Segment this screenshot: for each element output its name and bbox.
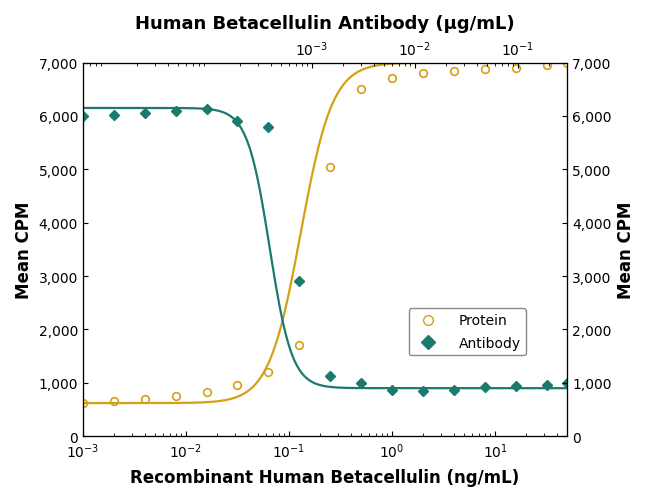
X-axis label: Human Betacellulin Antibody (μg/mL): Human Betacellulin Antibody (μg/mL) [135, 15, 515, 33]
Y-axis label: Mean CPM: Mean CPM [617, 201, 635, 299]
Y-axis label: Mean CPM: Mean CPM [15, 201, 33, 299]
X-axis label: Recombinant Human Betacellulin (ng/mL): Recombinant Human Betacellulin (ng/mL) [131, 468, 519, 486]
Legend: Protein, Antibody: Protein, Antibody [409, 308, 526, 356]
